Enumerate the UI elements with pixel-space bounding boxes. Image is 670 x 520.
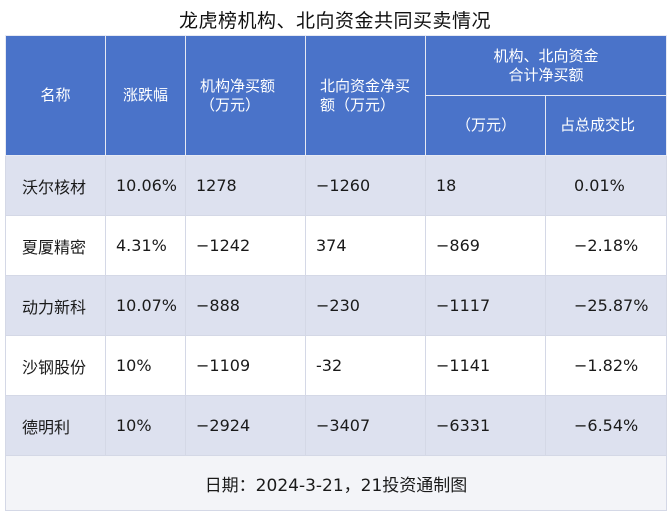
- cell-share: 0.01%: [544, 155, 668, 216]
- cell-combined: −1141: [425, 335, 546, 396]
- cell-institution: −888: [185, 275, 306, 336]
- cell-northbound: 374: [305, 215, 426, 276]
- header-northbound-net-buy: 北向资金净买 额（万元）: [305, 35, 426, 156]
- table-row: 动力新科 10.07% −888 −230 −1117 −25.87%: [5, 275, 668, 336]
- cell-combined: −869: [425, 215, 546, 276]
- cell-institution: −1109: [185, 335, 306, 396]
- header-name: 名称: [5, 35, 106, 156]
- cell-name: 沙钢股份: [5, 335, 106, 396]
- cell-combined: −1117: [425, 275, 546, 336]
- cell-change: 10.07%: [105, 275, 186, 336]
- cell-share: −2.18%: [544, 215, 668, 276]
- table-row: 德明利 10% −2924 −3407 −6331 −6.54%: [5, 395, 668, 456]
- cell-northbound: −3407: [305, 395, 426, 456]
- cell-institution: 1278: [185, 155, 306, 216]
- cell-northbound: −230: [305, 275, 426, 336]
- cell-name: 动力新科: [5, 275, 106, 336]
- table-row: 沃尔核材 10.06% 1278 −1260 18 0.01%: [5, 155, 668, 216]
- footer-date-credit: 日期：2024-3-21，21投资通制图: [4, 455, 668, 511]
- cell-change: 4.31%: [105, 215, 186, 276]
- table-row: 沙钢股份 10% −1109 -32 −1141 −1.82%: [5, 335, 668, 396]
- header-institution-net-buy: 机构净买额 （万元）: [185, 35, 306, 156]
- cell-change: 10%: [105, 335, 186, 396]
- cell-northbound: −1260: [305, 155, 426, 216]
- cell-share: −6.54%: [544, 395, 668, 456]
- header-change: 涨跌幅: [105, 35, 186, 156]
- cell-combined: 18: [425, 155, 546, 216]
- cell-share: −25.87%: [544, 275, 668, 336]
- table-row: 夏厦精密 4.31% −1242 374 −869 −2.18%: [5, 215, 668, 276]
- cell-institution: −1242: [185, 215, 306, 276]
- cell-institution: −2924: [185, 395, 306, 456]
- dragon-tiger-table: 名称 涨跌幅 机构净买额 （万元） 北向资金净买 额（万元） 机构、北向资金 合…: [4, 35, 668, 511]
- cell-name: 夏厦精密: [5, 215, 106, 276]
- cell-northbound: -32: [305, 335, 426, 396]
- page-title: 龙虎榜机构、北向资金共同买卖情况: [178, 10, 491, 32]
- header-combined-unit: （万元）: [425, 95, 546, 156]
- cell-change: 10%: [105, 395, 186, 456]
- cell-change: 10.06%: [105, 155, 186, 216]
- header-share-of-turnover: 占总成交比: [544, 95, 668, 156]
- cell-share: −1.82%: [544, 335, 668, 396]
- cell-name: 沃尔核材: [5, 155, 106, 216]
- cell-name: 德明利: [5, 395, 106, 456]
- header-combined-group: 机构、北向资金 合计净买额: [424, 35, 668, 96]
- cell-combined: −6331: [425, 395, 546, 456]
